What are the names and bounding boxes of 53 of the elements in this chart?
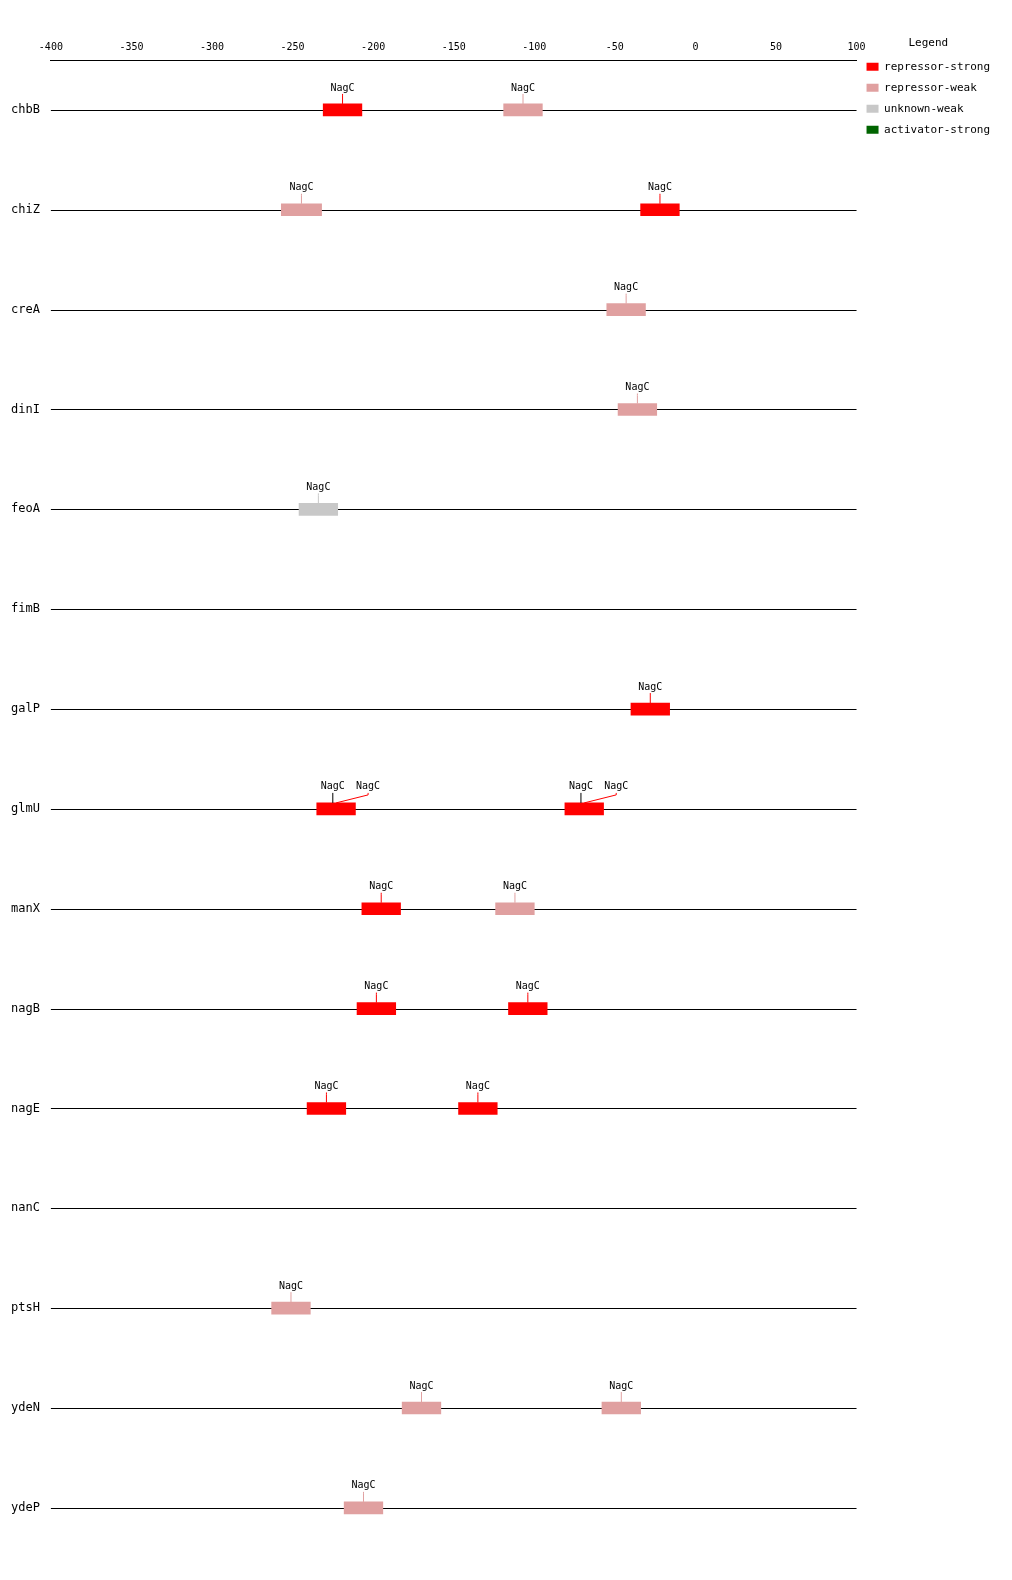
data-label: NagC	[356, 780, 381, 792]
x-tick-label: -150	[441, 40, 466, 52]
y-tick-label: creA	[10, 301, 41, 316]
y-tick-label: manX	[10, 900, 41, 915]
x-tick-label: -100	[522, 40, 547, 52]
data-label: NagC	[609, 1379, 634, 1391]
y-tick-label: nanC	[10, 1200, 40, 1215]
data-label: NagC	[502, 880, 527, 892]
y-tick-label: chiZ	[10, 201, 40, 216]
data-label: NagC	[306, 480, 331, 492]
x-tick-label: -50	[605, 40, 624, 52]
data-label: NagC	[409, 1379, 434, 1391]
data-label: NagC	[314, 1080, 339, 1092]
x-tick-label: 0	[692, 40, 699, 52]
x-tick-label: -200	[361, 40, 386, 52]
annotation: NagC	[568, 780, 593, 792]
x-tick-label: -400	[38, 40, 63, 52]
y-tick-label: ptsH	[10, 1300, 40, 1315]
y-tick-label: glmU	[10, 801, 40, 816]
data-label: NagC	[638, 680, 663, 692]
y-tick-label: ydeP	[10, 1500, 40, 1514]
y-tick-label: nagE	[10, 1100, 40, 1115]
x-tick-label: 100	[847, 40, 866, 52]
x-tick-label: -300	[199, 40, 225, 52]
x-tick-label: -350	[119, 40, 144, 52]
y-tick-label: galP	[10, 701, 40, 716]
data-label: NagC	[351, 1479, 376, 1491]
data-label: NagC	[515, 980, 540, 992]
data-label: NagC	[330, 81, 355, 93]
y-tick-label: dinI	[10, 401, 40, 416]
y-tick-label: chbB	[10, 102, 40, 117]
data-label: NagC	[369, 880, 394, 892]
data-label: NagC	[510, 81, 536, 93]
legend-label: unknown-weak	[884, 101, 964, 115]
x-tick-label: -250	[280, 40, 305, 52]
data-label: NagC	[647, 181, 673, 193]
data-label: NagC	[364, 980, 389, 992]
legend-label: repressor-strong	[884, 59, 991, 73]
data-label: NagC	[625, 381, 650, 393]
data-label: NagC	[614, 281, 639, 293]
data-label: NagC	[278, 1279, 304, 1291]
y-tick-label: nagB	[10, 1000, 40, 1015]
legend-label: repressor-weak	[884, 80, 978, 94]
legend-title: Legend	[908, 36, 949, 50]
y-tick-label: fimB	[10, 601, 40, 616]
y-tick-label: feoA	[10, 501, 41, 516]
annotation: NagC	[320, 780, 345, 792]
data-label: NagC	[604, 780, 629, 792]
x-tick-label: 50	[769, 40, 782, 52]
y-tick-label: ydeN	[10, 1400, 40, 1415]
data-label: NagC	[465, 1080, 490, 1092]
legend-label: activator-strong	[884, 122, 991, 136]
data-label: NagC	[289, 181, 314, 193]
